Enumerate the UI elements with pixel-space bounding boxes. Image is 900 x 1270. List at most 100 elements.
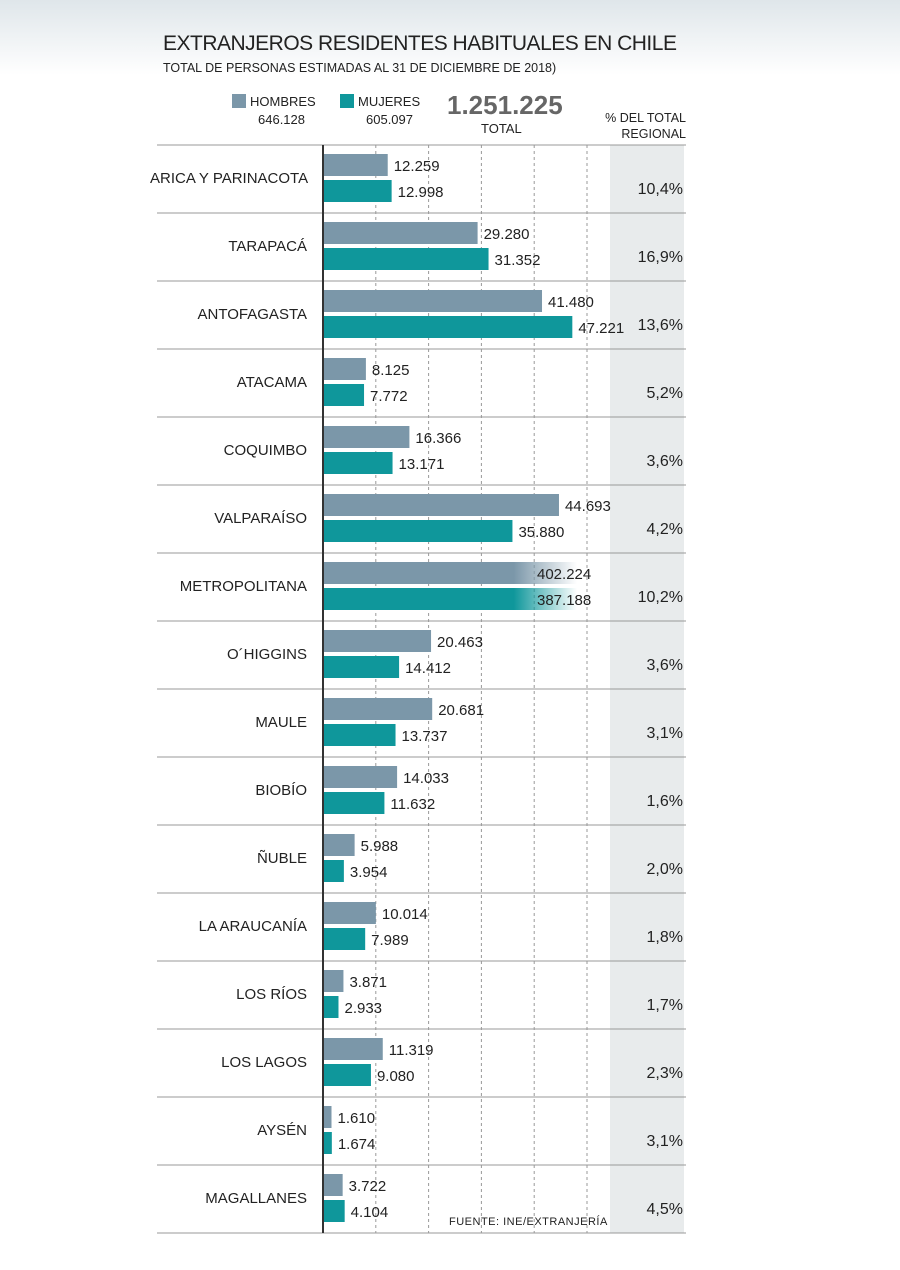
category-label: ARICA Y PARINACOTA xyxy=(150,170,309,187)
category-label: VALPARAÍSO xyxy=(214,510,307,527)
bar xyxy=(324,1106,332,1128)
category-label: AYSÉN xyxy=(257,1122,307,1139)
bar xyxy=(324,902,376,924)
value-label: 3.722 xyxy=(349,1178,387,1195)
value-label: 402.224 xyxy=(537,566,591,583)
bar xyxy=(324,1064,371,1086)
bar xyxy=(324,996,339,1018)
share-label: 2,0% xyxy=(646,861,683,878)
share-label: 10,4% xyxy=(637,181,683,198)
value-label: 44.693 xyxy=(565,498,611,515)
bar xyxy=(324,180,392,202)
share-label: 16,9% xyxy=(637,249,683,266)
bar xyxy=(324,222,478,244)
value-label: 41.480 xyxy=(548,294,594,311)
bar xyxy=(324,520,513,542)
bar xyxy=(324,290,543,312)
category-label: LOS RÍOS xyxy=(236,986,307,1003)
category-label: O´HIGGINS xyxy=(226,646,307,663)
bar xyxy=(324,384,365,406)
bar xyxy=(324,588,577,610)
category-label: BIOBÍO xyxy=(255,782,307,799)
share-label: 3,1% xyxy=(646,725,683,742)
bar xyxy=(324,494,559,516)
share-label: 3,6% xyxy=(646,657,683,674)
value-label: 8.125 xyxy=(372,362,410,379)
bar xyxy=(324,792,385,814)
category-label: LOS LAGOS xyxy=(221,1054,307,1071)
bar xyxy=(324,1038,383,1060)
bar xyxy=(324,1200,345,1222)
header-band xyxy=(0,0,900,75)
legend-label: HOMBRES xyxy=(250,94,316,109)
value-label: 10.014 xyxy=(382,906,428,923)
share-label: 10,2% xyxy=(637,589,683,606)
share-label: 3,6% xyxy=(646,453,683,470)
bar xyxy=(324,562,577,584)
value-label: 13.171 xyxy=(399,456,445,473)
value-label: 7.989 xyxy=(371,932,409,949)
legend-swatch xyxy=(340,94,354,108)
category-label: ANTOFAGASTA xyxy=(197,306,307,323)
value-label: 14.412 xyxy=(405,660,451,677)
bar xyxy=(324,358,366,380)
total-caption: TOTAL xyxy=(481,121,522,136)
bar xyxy=(324,154,388,176)
bar xyxy=(324,766,398,788)
share-label: 2,3% xyxy=(646,1065,683,1082)
category-label: ÑUBLE xyxy=(256,850,307,867)
share-label: 1,8% xyxy=(646,929,683,946)
bar xyxy=(324,860,344,882)
source: FUENTE: INE/EXTRANJERÍA xyxy=(449,1216,608,1228)
legend-label: MUJERES xyxy=(358,94,421,109)
share-label: 4,2% xyxy=(646,521,683,538)
bar xyxy=(324,1132,332,1154)
share-label: 1,6% xyxy=(646,793,683,810)
category-label: TARAPACÁ xyxy=(228,238,307,255)
value-label: 7.772 xyxy=(370,388,408,405)
value-label: 5.988 xyxy=(361,838,399,855)
bar xyxy=(324,834,355,856)
share-label: 1,7% xyxy=(646,997,683,1014)
value-label: 31.352 xyxy=(495,252,541,269)
value-label: 47.221 xyxy=(578,320,624,337)
share-label: 3,1% xyxy=(646,1133,683,1150)
value-label: 1.610 xyxy=(338,1110,376,1127)
bar xyxy=(324,1174,343,1196)
share-label: 13,6% xyxy=(637,317,683,334)
category-label: COQUIMBO xyxy=(223,442,307,459)
value-label: 20.681 xyxy=(438,702,484,719)
value-label: 20.463 xyxy=(437,634,483,651)
category-label: METROPOLITANA xyxy=(179,578,307,595)
share-header: % DEL TOTAL REGIONAL xyxy=(605,111,686,141)
value-label: 14.033 xyxy=(403,770,449,787)
bar xyxy=(324,928,366,950)
value-label: 12.998 xyxy=(398,184,444,201)
value-label: 35.880 xyxy=(518,524,564,541)
legend-swatch xyxy=(232,94,246,108)
value-label: 11.632 xyxy=(390,796,435,813)
category-label: ATACAMA xyxy=(236,374,307,391)
value-label: 3.871 xyxy=(349,974,387,991)
grand-total: 1.251.225 xyxy=(447,90,563,120)
value-label: 13.737 xyxy=(402,728,448,745)
bar xyxy=(324,452,393,474)
chart-subtitle: TOTAL DE PERSONAS ESTIMADAS AL 31 DE DIC… xyxy=(163,61,557,75)
bar xyxy=(324,698,433,720)
bar xyxy=(324,656,400,678)
chart-title: EXTRANJEROS RESIDENTES HABITUALES EN CHI… xyxy=(163,32,677,55)
share-label: 4,5% xyxy=(646,1201,683,1218)
legend-total: 605.097 xyxy=(366,112,413,127)
category-label: MAGALLANES xyxy=(205,1190,307,1207)
legend-total: 646.128 xyxy=(258,112,305,127)
category-label: LA ARAUCANÍA xyxy=(198,918,307,935)
category-label: MAULE xyxy=(255,714,307,731)
bar xyxy=(324,248,489,270)
value-label: 11.319 xyxy=(389,1042,434,1059)
value-label: 1.674 xyxy=(338,1136,376,1153)
value-label: 3.954 xyxy=(350,864,388,881)
value-label: 387.188 xyxy=(537,592,591,609)
bar xyxy=(324,630,432,652)
share-label: 5,2% xyxy=(646,385,683,402)
